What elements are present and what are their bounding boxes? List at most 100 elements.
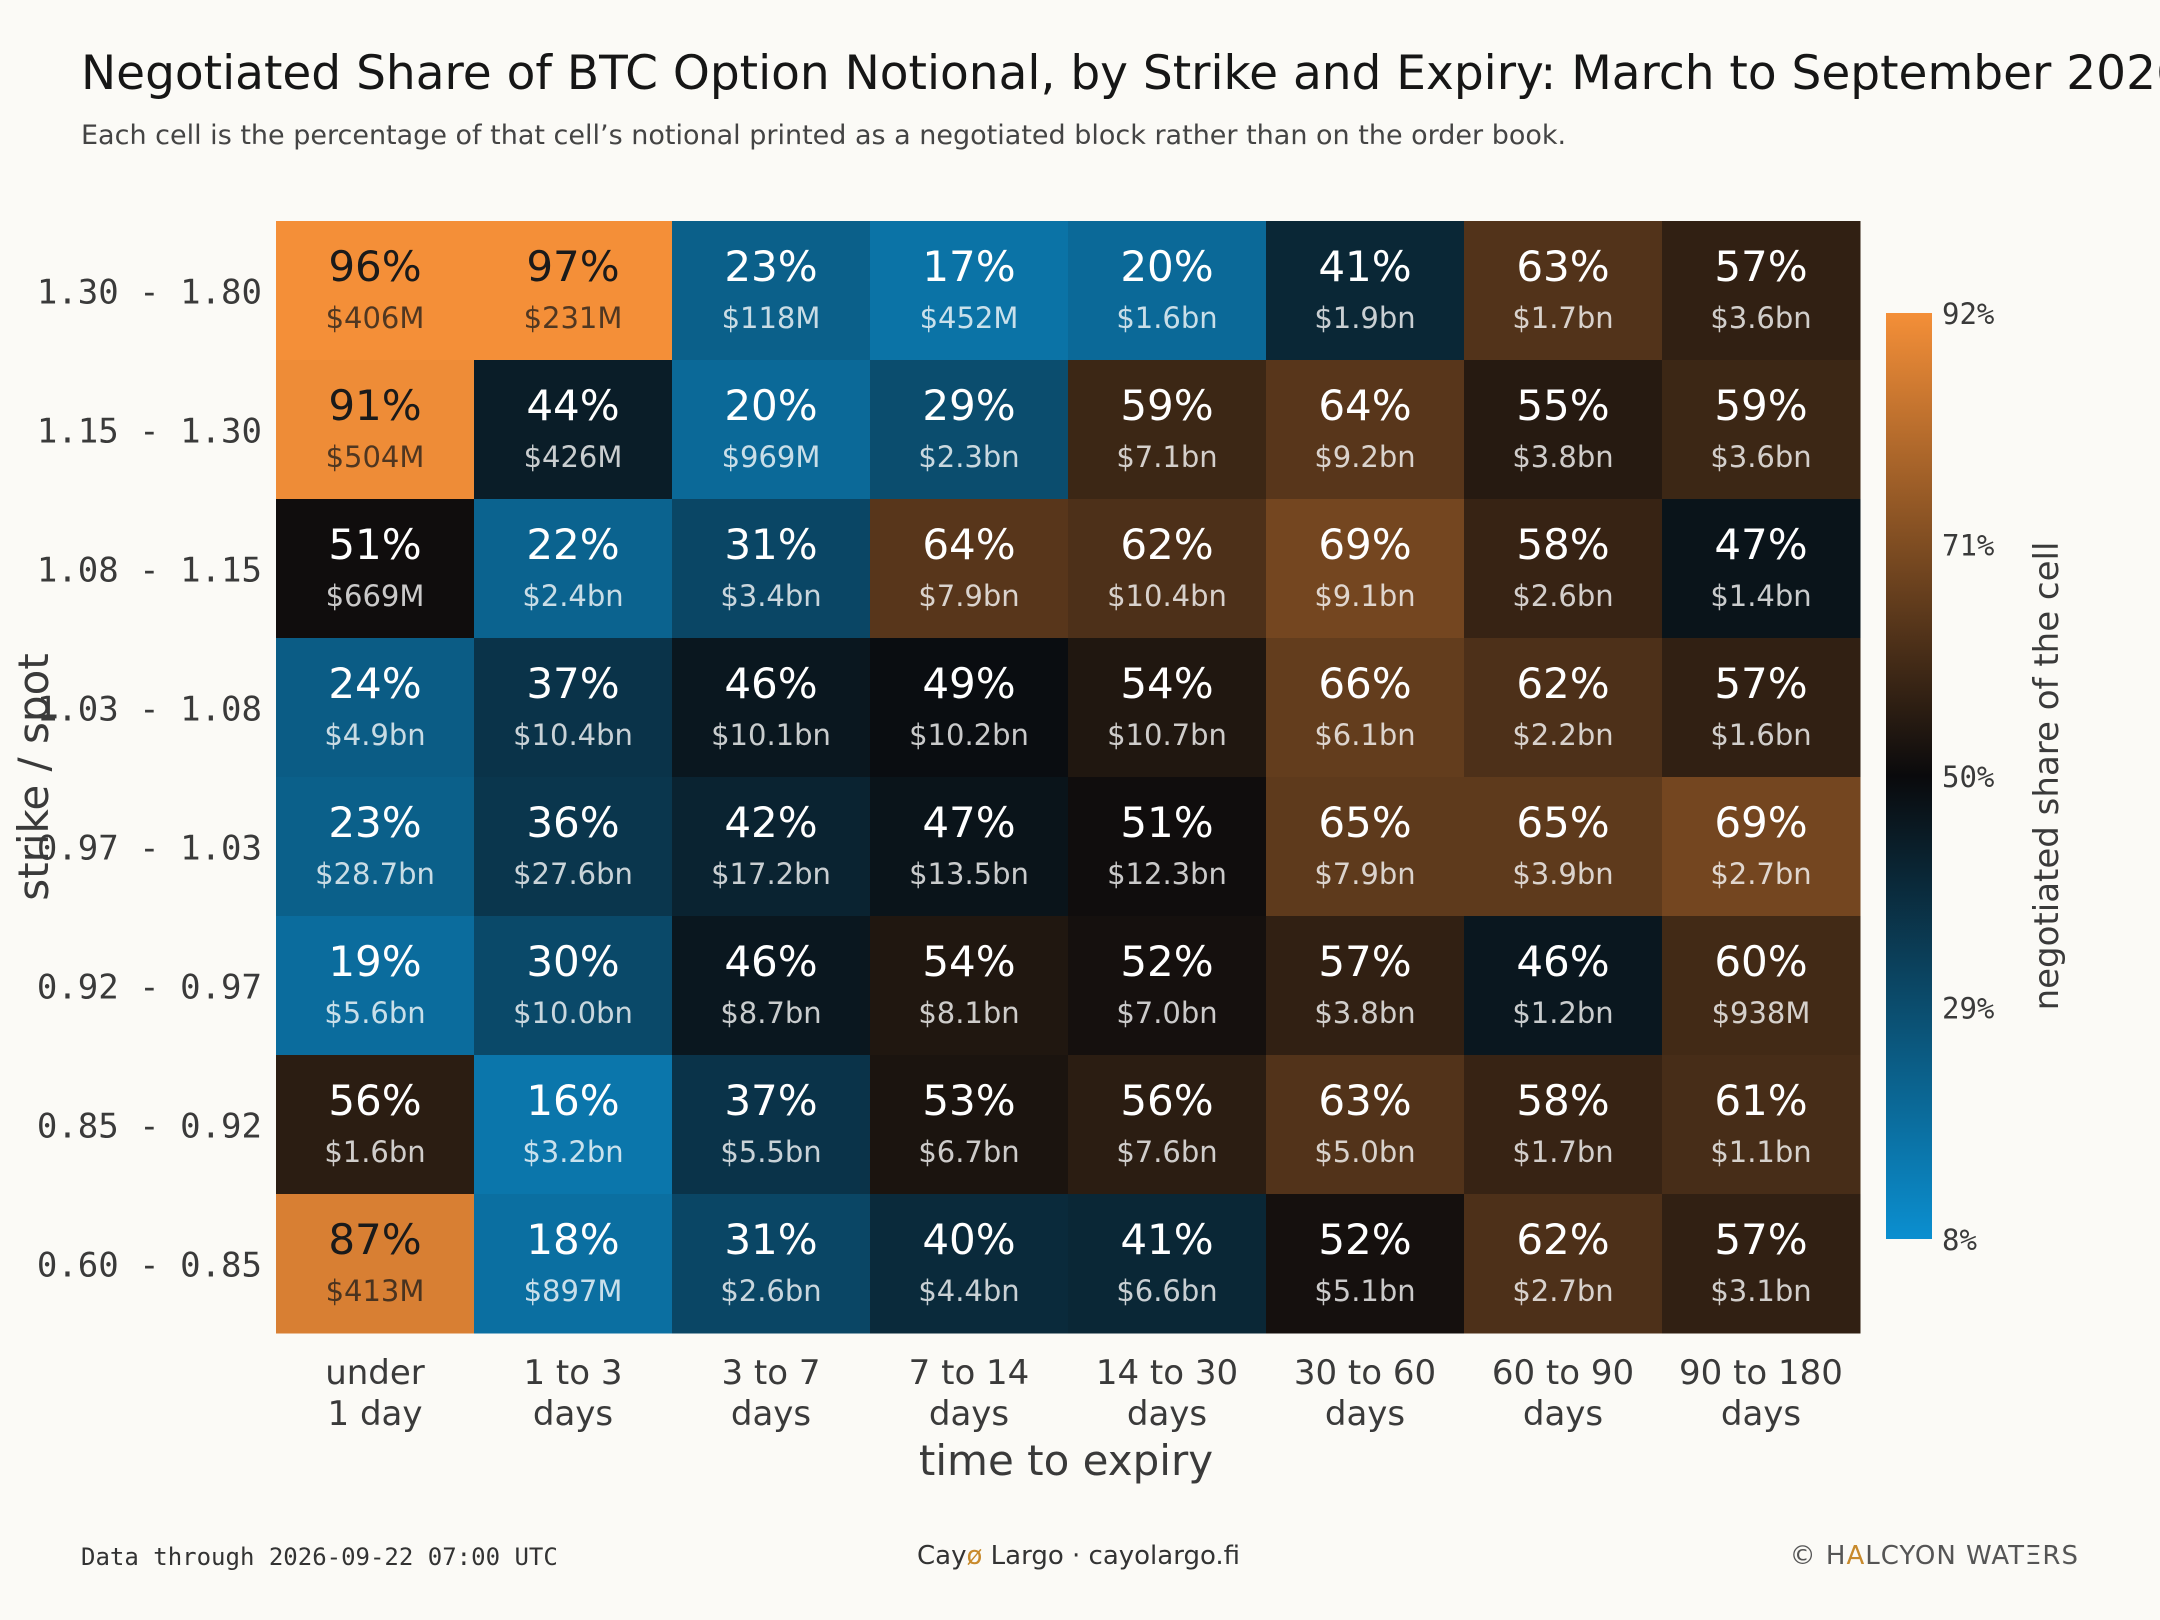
heatmap-cell [1068,221,1267,361]
x-tick-label: days [1325,1394,1405,1434]
heatmap-cell [1068,1055,1267,1195]
heatmap-cell [1464,777,1663,917]
cell-notional-label: $3.8bn [1314,996,1415,1030]
cell-notional-label: $2.4bn [522,579,623,613]
heatmap-cell [276,221,475,361]
cell-notional-label: $2.2bn [1512,718,1613,752]
cell-value-label: 69% [1318,520,1411,569]
cell-value-label: 46% [1516,937,1609,986]
cell-value-label: 56% [328,1076,421,1125]
cell-notional-label: $3.4bn [720,579,821,613]
cell-notional-label: $10.0bn [513,996,633,1030]
x-tick-label: 90 to 180 [1679,1353,1843,1393]
cell-value-label: 65% [1318,798,1411,847]
heatmap-cell [1068,360,1267,500]
y-tick-label: 0.60 - 0.85 [37,1246,262,1286]
brand-credit: Cayø Largo · cayolargo.fi [917,1541,1240,1571]
cell-value-label: 59% [1120,381,1213,430]
x-tick-label: 7 to 14 [909,1353,1030,1393]
cell-notional-label: $17.2bn [711,857,831,891]
cell-value-label: 41% [1120,1215,1213,1264]
cell-value-label: 17% [922,242,1015,291]
colorbar-tick-label: 71% [1942,529,1994,563]
cell-value-label: 64% [922,520,1015,569]
heatmap-cell [1266,638,1465,778]
cell-notional-label: $1.6bn [1116,301,1217,335]
colorbar-tick-label: 92% [1942,297,1994,331]
cell-notional-label: $6.6bn [1116,1274,1217,1308]
cell-notional-label: $1.6bn [324,1135,425,1169]
cell-value-label: 31% [724,520,817,569]
colorbar-tick-label: 50% [1942,760,1994,794]
cell-notional-label: $6.7bn [918,1135,1019,1169]
y-axis-ticks: 1.30 - 1.80 1.15 - 1.30 1.08 - 1.15 1.03 - … [37,273,262,1286]
heatmap-cell [870,499,1069,639]
y-tick-label: 0.92 - 0.97 [37,968,262,1008]
cell-value-label: 16% [526,1076,619,1125]
cell-value-label: 49% [922,659,1015,708]
x-tick-label: 1 day [328,1394,423,1434]
cell-value-label: 47% [922,798,1015,847]
cell-notional-label: $1.6bn [1710,718,1811,752]
copyright-credit: © HALCYON WATΞRS [1790,1541,2079,1571]
cell-notional-label: $1.9bn [1314,301,1415,335]
heatmap-cell [1464,221,1663,361]
heatmap-cell [672,1055,871,1195]
x-tick-label: 60 to 90 [1492,1353,1634,1393]
cell-notional-label: $3.8bn [1512,440,1613,474]
cell-value-label: 23% [328,798,421,847]
cell-value-label: 23% [724,242,817,291]
cell-notional-label: $10.4bn [1107,579,1227,613]
heatmap-cell [1266,221,1465,361]
x-tick-label: days [533,1394,613,1434]
heatmap-cell [870,638,1069,778]
heatmap-cell [1662,221,1861,361]
cell-notional-label: $6.1bn [1314,718,1415,752]
cell-value-label: 29% [922,381,1015,430]
heatmap-cell [1464,638,1663,778]
cell-notional-label: $426M [524,440,623,474]
heatmap-cell [1662,1194,1861,1334]
heatmap-cell [276,1194,475,1334]
cell-value-label: 97% [526,242,619,291]
cell-notional-label: $452M [920,301,1019,335]
cell-value-label: 63% [1516,242,1609,291]
chart-title: Negotiated Share of BTC Option Notional,… [81,46,2160,101]
heatmap-cell [1464,499,1663,639]
cell-value-label: 54% [922,937,1015,986]
heatmap-cell [276,1055,475,1195]
heatmap-cell [1068,777,1267,917]
cell-notional-label: $7.9bn [918,579,1019,613]
cell-notional-label: $2.3bn [918,440,1019,474]
x-tick-label: 14 to 30 [1096,1353,1238,1393]
cell-notional-label: $938M [1712,996,1811,1030]
heatmap-cell [276,638,475,778]
cell-value-label: 91% [328,381,421,430]
cell-value-label: 69% [1714,798,1807,847]
heatmap-cell [474,777,673,917]
heatmap-cell [1464,1055,1663,1195]
cell-notional-label: $28.7bn [315,857,435,891]
cell-notional-label: $10.2bn [909,718,1029,752]
copyright-symbol: © [1789,1541,1826,1571]
cell-notional-label: $5.1bn [1314,1274,1415,1308]
y-tick-label: 1.03 - 1.08 [37,690,262,730]
heatmap-cell [672,916,871,1056]
brand-name-prefix: Cay [917,1541,967,1571]
cell-value-label: 19% [328,937,421,986]
cell-notional-label: $969M [722,440,821,474]
cell-notional-label: $1.1bn [1710,1135,1811,1169]
heatmap-cell [870,777,1069,917]
cell-value-label: 37% [526,659,619,708]
colorbar-gradient [1886,313,1932,1239]
brand-site: cayolargo.fi [1088,1541,1241,1571]
cell-value-label: 87% [328,1215,421,1264]
cell-notional-label: $897M [524,1274,623,1308]
cell-value-label: 60% [1714,937,1807,986]
x-axis-label: time to expiry [919,1436,1213,1485]
heatmap-cell [474,499,673,639]
cell-value-label: 59% [1714,381,1807,430]
cell-notional-label: $2.7bn [1710,857,1811,891]
heatmap-cell [1068,1194,1267,1334]
heatmap-cell [1266,916,1465,1056]
